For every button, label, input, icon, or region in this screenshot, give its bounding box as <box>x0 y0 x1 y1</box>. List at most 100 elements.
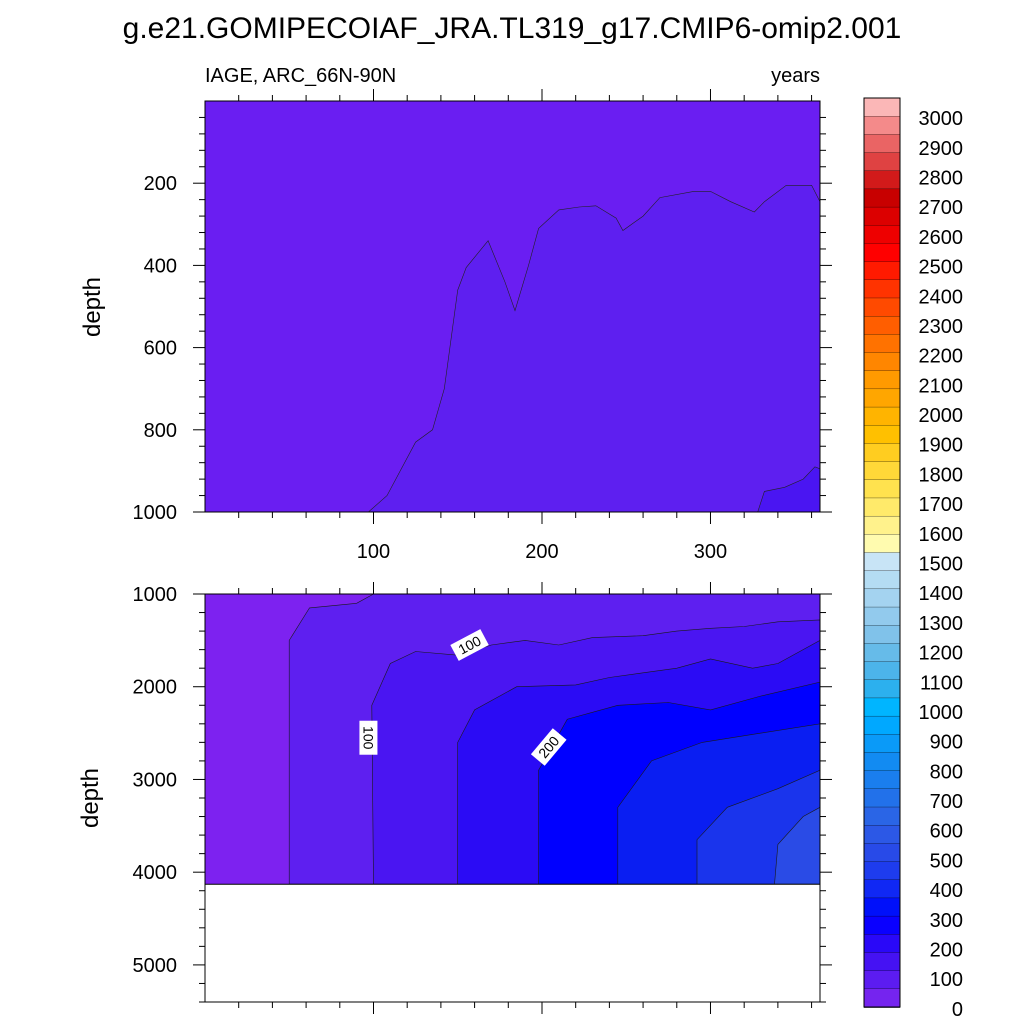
colorbar-label: 1000 <box>919 702 964 724</box>
colorbar-swatch <box>863 915 901 936</box>
lower-y-tick-label: 3000 <box>133 769 178 791</box>
colorbar-label: 1200 <box>919 643 964 665</box>
colorbar-label: 0 <box>952 999 963 1021</box>
colorbar-swatch <box>863 825 901 845</box>
colorbar-label: 100 <box>930 969 963 991</box>
colorbar-swatch <box>863 170 901 190</box>
colorbar-label: 600 <box>930 821 963 843</box>
colorbar-label: 1800 <box>919 464 964 486</box>
colorbar-swatch <box>863 934 901 954</box>
colorbar-swatch <box>863 479 901 499</box>
colorbar-frame <box>863 97 901 1008</box>
colorbar-swatch <box>863 588 901 608</box>
colorbar-label: 2800 <box>919 168 964 190</box>
colorbar-swatch <box>863 316 901 336</box>
upper-x-tick-label: 300 <box>694 541 727 563</box>
colorbar-label: 700 <box>930 791 963 813</box>
upper-x-tick-label: 100 <box>357 541 390 563</box>
lower-y-tick-label: 2000 <box>133 677 178 699</box>
colorbar-swatch <box>863 225 901 245</box>
figure-title: g.e21.GOMIPECOIAF_JRA.TL319_g17.CMIP6-om… <box>123 12 902 45</box>
colorbar-label: 500 <box>930 850 963 872</box>
colorbar-label: 400 <box>930 880 963 902</box>
lower-y-tick-label: 5000 <box>133 955 178 977</box>
contour-label-bg <box>530 728 567 766</box>
colorbar-swatch <box>863 388 901 408</box>
upper-plot-frame <box>204 100 821 513</box>
upper-panel: IAGE, ARC_66N-90N years depth 200 400 600 8… <box>79 65 832 563</box>
upper-x-tick-label: 200 <box>525 541 558 563</box>
lower-y-tick-label: 4000 <box>133 862 178 884</box>
upper-y-tick-label: 1000 <box>133 502 178 524</box>
upper-y-tick-label: 800 <box>144 420 177 442</box>
colorbar-swatch <box>863 679 901 699</box>
colorbar-label: 2600 <box>919 227 964 249</box>
colorbar-label: 800 <box>930 761 963 783</box>
colorbar-swatch <box>863 897 901 917</box>
colorbar-swatch <box>863 988 901 1008</box>
colorbar-swatch <box>863 843 901 863</box>
colorbar-swatch <box>863 243 901 263</box>
colorbar-swatch <box>863 625 901 645</box>
colorbar-label: 3000 <box>919 108 964 130</box>
colorbar-label: 2300 <box>919 316 964 338</box>
colorbar-swatch <box>863 352 901 372</box>
colorbar-swatch <box>863 534 901 554</box>
lower-y-tick-label: 1000 <box>133 584 178 606</box>
colorbar-swatch <box>863 425 901 445</box>
colorbar-label: 2700 <box>919 197 964 219</box>
colorbar-label: 1900 <box>919 435 964 457</box>
colorbar-swatch <box>863 970 901 990</box>
colorbar-label: 1400 <box>919 583 964 605</box>
colorbar-label: 2200 <box>919 346 964 368</box>
colorbar-swatch <box>863 734 901 754</box>
colorbar-swatch <box>863 497 901 517</box>
colorbar-swatch <box>863 770 901 790</box>
colorbar-swatch <box>863 279 901 299</box>
colorbar-swatch <box>863 206 901 227</box>
colorbar-swatch <box>863 515 901 536</box>
colorbar-swatch <box>863 752 901 772</box>
lower-no-data-area <box>205 884 820 1002</box>
colorbar-swatch <box>863 297 901 317</box>
colorbar-swatch <box>863 606 901 626</box>
colorbar-label: 2900 <box>919 138 964 160</box>
colorbar-swatch <box>863 406 901 426</box>
colorbar-label: 1700 <box>919 494 964 516</box>
colorbar-label: 2100 <box>919 375 964 397</box>
colorbar-label: 200 <box>930 940 963 962</box>
upper-y-tick-label: 600 <box>144 338 177 360</box>
colorbar-swatch <box>863 861 901 881</box>
colorbar-swatch <box>863 461 901 481</box>
lower-y-axis-label: depth <box>77 768 104 828</box>
colorbar-label: 1300 <box>919 613 964 635</box>
upper-y-tick-label: 400 <box>144 255 177 277</box>
colorbar-label: 900 <box>930 732 963 754</box>
colorbar-swatch <box>863 806 901 826</box>
contour-label-bg <box>450 629 489 661</box>
colorbar-swatch <box>863 97 901 117</box>
colorbar-label: 300 <box>930 910 963 932</box>
colorbar-label: 1100 <box>920 672 963 694</box>
colorbar-label: 2000 <box>919 405 964 427</box>
colorbar-label: 1600 <box>919 524 964 546</box>
contour-label-bg <box>359 720 378 755</box>
colorbar-swatch <box>863 552 901 572</box>
colorbar-swatch <box>863 116 901 136</box>
contour-label: 100 <box>359 720 378 755</box>
colorbar-swatch <box>863 134 901 154</box>
colorbar-swatch <box>863 952 901 972</box>
colorbar-swatch <box>863 643 901 663</box>
colorbar: 3000290028002700260025002400230022002100… <box>863 97 964 1021</box>
contour-label-text: 100 <box>360 726 376 750</box>
colorbar-label: 2400 <box>919 286 964 308</box>
colorbar-swatch <box>863 334 901 354</box>
colorbar-swatch <box>863 879 901 899</box>
colorbar-swatch <box>863 188 901 208</box>
colorbar-swatch <box>863 715 901 736</box>
upper-right-label: years <box>771 65 820 87</box>
colorbar-swatch <box>863 152 901 172</box>
colorbar-swatch <box>863 443 901 463</box>
colorbar-swatch <box>863 570 901 590</box>
